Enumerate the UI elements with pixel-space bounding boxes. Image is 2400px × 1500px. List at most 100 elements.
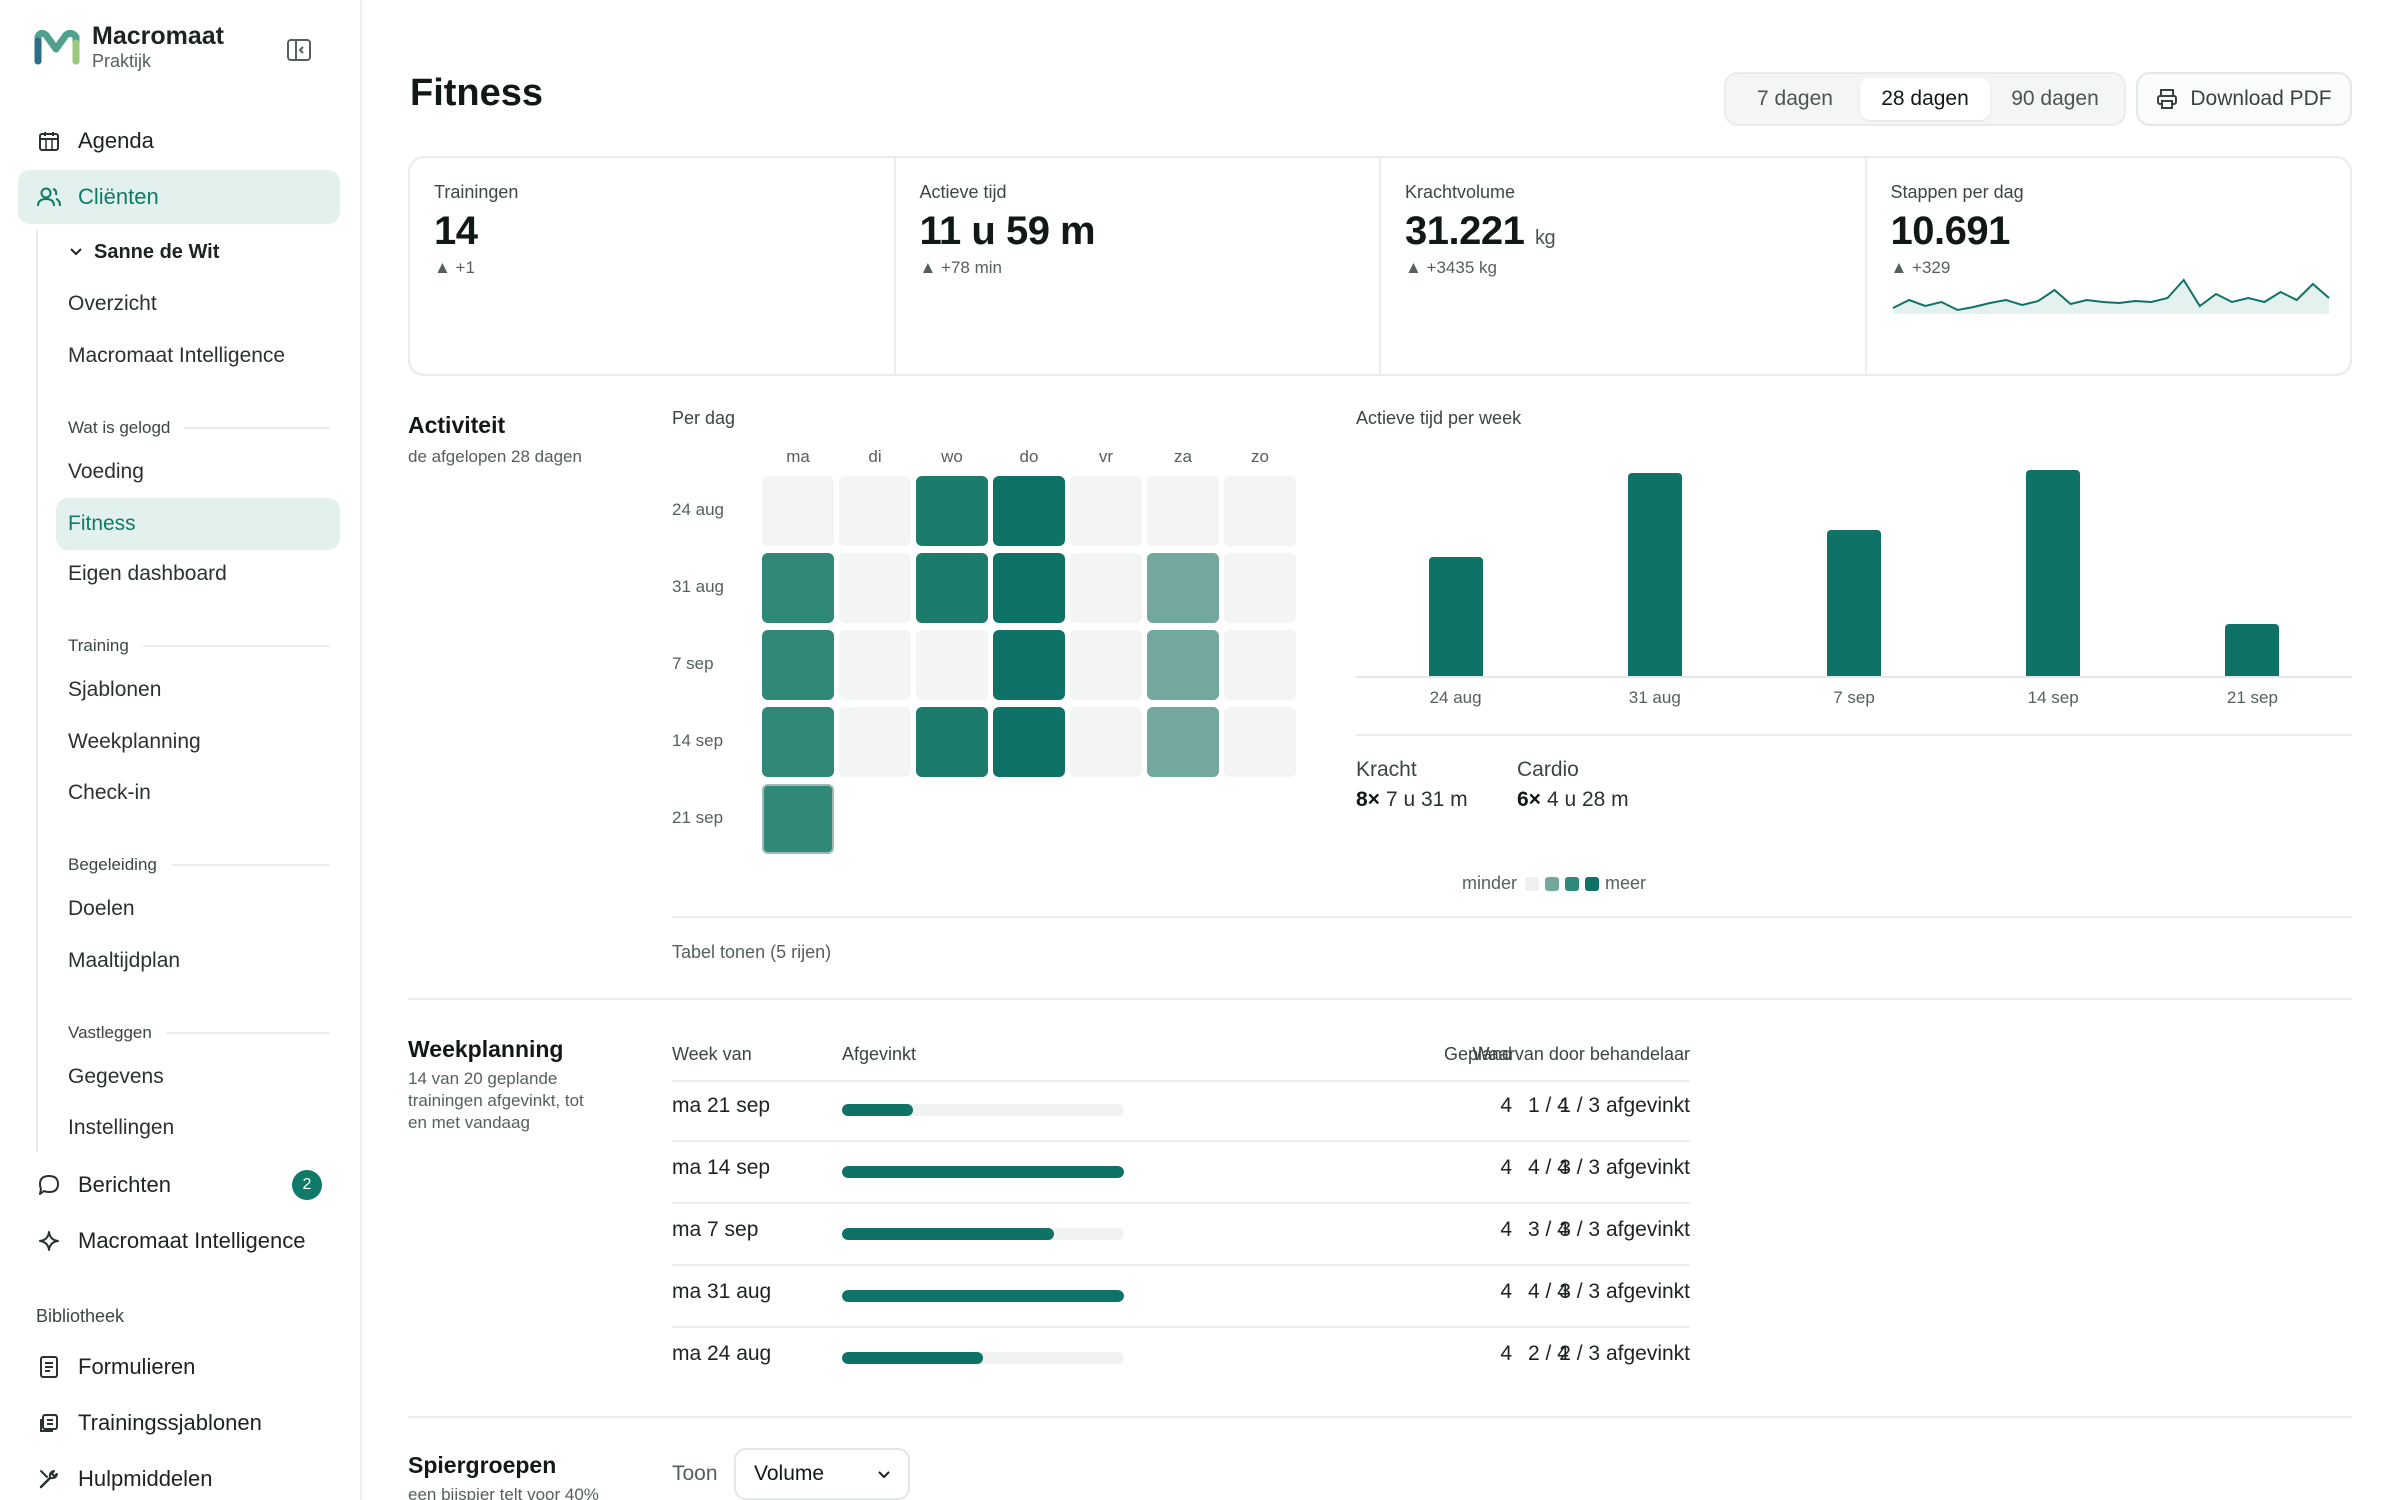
divider [165,1032,330,1034]
sub-sjablonen[interactable]: Sjablonen [68,678,162,701]
heatmap-cell[interactable] [1070,476,1142,546]
stat-value-number: 11 u 59 m [919,209,1096,253]
metric-select[interactable]: Volume [734,1448,910,1500]
collapse-sidebar-button[interactable] [286,38,314,64]
row-coach: 1 / 3 afgevinkt [1559,1094,1690,1117]
sub-voeding[interactable]: Voeding [68,460,144,483]
sub-overview[interactable]: Overzicht [68,292,157,315]
heatmap-cell[interactable] [1224,707,1296,777]
heatmap-cell[interactable] [1147,476,1219,546]
heatmap-cell[interactable] [762,553,834,623]
heatmap-cell[interactable] [916,630,988,700]
heatmap-cell[interactable] [1224,630,1296,700]
sub-eigen-dashboard[interactable]: Eigen dashboard [68,562,227,585]
heatmap-cell[interactable] [1147,630,1219,700]
range-28-days[interactable]: 28 dagen [1860,78,1990,120]
sub-gegevens[interactable]: Gegevens [68,1065,164,1088]
heatmap-cell[interactable] [1070,553,1142,623]
range-7-days[interactable]: 7 dagen [1757,87,1833,110]
show-table-toggle[interactable]: Tabel tonen (5 rijen) [672,942,832,962]
heatmap-cell[interactable] [993,630,1065,700]
stat-value: 11 u 59 m [920,209,1356,254]
chart-axis [1356,676,2352,678]
range-90-days[interactable]: 90 dagen [2011,87,2099,110]
heatmap-day-label: za [1174,447,1192,466]
chart-bar[interactable] [1627,472,1682,676]
sub-checkin[interactable]: Check-in [68,781,151,804]
heatmap-cell[interactable] [1070,630,1142,700]
sub-weekplanning[interactable]: Weekplanning [68,730,201,753]
subtitle-line: trainingen afgevinkt, tot [408,1091,584,1110]
sub-intelligence[interactable]: Macromaat Intelligence [68,344,286,367]
chat-bubble-icon [36,1172,62,1198]
heatmap-cell[interactable] [1224,476,1296,546]
nav-formulieren[interactable]: Formulieren [18,1340,340,1394]
sidebar-toggle-icon [287,39,311,61]
download-pdf-button[interactable]: Download PDF [2136,72,2352,126]
heatmap-cell[interactable] [839,553,911,623]
stat-delta: ▲ +1 [434,258,475,277]
heatmap-cell[interactable] [839,630,911,700]
divider [170,864,330,866]
chart-bar[interactable] [2026,470,2081,676]
nav-berichten[interactable]: Berichten 2 [18,1158,340,1212]
nav-trainingssjablonen[interactable]: Trainingssjablonen [18,1396,340,1450]
heatmap-cell[interactable] [1147,553,1219,623]
progress-bar [842,1104,1124,1116]
calendar-icon [36,128,62,154]
heatmap-cell[interactable] [993,553,1065,623]
legend-swatch [1525,876,1540,891]
heatmap-cell[interactable] [1147,707,1219,777]
heatmap-cell[interactable] [1224,553,1296,623]
client-name: Sanne de Wit [94,240,220,263]
divider [184,427,330,429]
heatmap-cell[interactable] [762,476,834,546]
stat-label: Actieve tijd [919,182,1007,202]
sub-fitness[interactable]: Fitness [56,498,340,550]
brand-subtitle: Praktijk [92,51,152,71]
sub-instellingen[interactable]: Instellingen [68,1116,175,1139]
sub-maaltijdplan[interactable]: Maaltijdplan [68,949,181,972]
brand-name: Macromaat [92,22,224,50]
section-training: Training [68,636,330,656]
row-week: ma 21 sep [672,1094,771,1117]
chart-bar[interactable] [2225,623,2280,676]
heatmap-cell[interactable] [993,476,1065,546]
heatmap-cell[interactable] [1070,707,1142,777]
range-selector: 7 dagen 28 dagen 90 dagen [1724,72,2126,126]
stat-delta: ▲ +3435 kg [1405,258,1497,277]
sub-doelen[interactable]: Doelen [68,897,135,920]
heatmap-cell[interactable] [993,707,1065,777]
nav-hulpmiddelen[interactable]: Hulpmiddelen [18,1452,340,1500]
row-ratio: 4 / 4 [1528,1280,1569,1303]
stat-actieve-tijd: Actieve tijd 11 u 59 m ▲ +78 min [896,158,1381,374]
split-time: 4 u 28 m [1546,788,1629,811]
heatmap-week-label: 24 aug [672,500,724,519]
nav-clients[interactable]: Cliënten [18,170,340,224]
nav-intelligence[interactable]: Macromaat Intelligence [18,1214,340,1268]
divider [408,998,2352,1000]
subtitle-line: en met vandaag [408,1113,530,1132]
per-day-label: Per dag [672,408,736,428]
heatmap-cell[interactable] [762,707,834,777]
heatmap-cell[interactable] [916,707,988,777]
chart-bar[interactable] [1827,530,1881,676]
document-icon [36,1354,62,1380]
heatmap-cell[interactable] [916,553,988,623]
heatmap-cell[interactable] [839,476,911,546]
stat-value-number: 10.691 [1890,209,2011,253]
client-toggle[interactable]: Sanne de Wit [56,226,340,278]
heatmap-cell[interactable] [839,707,911,777]
row-coach: 3 / 3 afgevinkt [1559,1218,1690,1241]
nav-agenda[interactable]: Agenda [18,114,340,168]
chart-tick-label: 14 sep [2027,688,2079,707]
heatmap-cell[interactable] [916,476,988,546]
progress-fill [842,1104,913,1116]
template-icon [36,1410,62,1436]
main-content: Fitness 7 dagen 28 dagen 90 dagen Downlo… [362,0,2400,1500]
heatmap-cell[interactable] [762,784,834,854]
section-logged: Wat is gelogd [68,418,330,438]
chart-bar[interactable] [1428,556,1483,676]
legend-more: meer [1605,873,1647,893]
heatmap-cell[interactable] [762,630,834,700]
